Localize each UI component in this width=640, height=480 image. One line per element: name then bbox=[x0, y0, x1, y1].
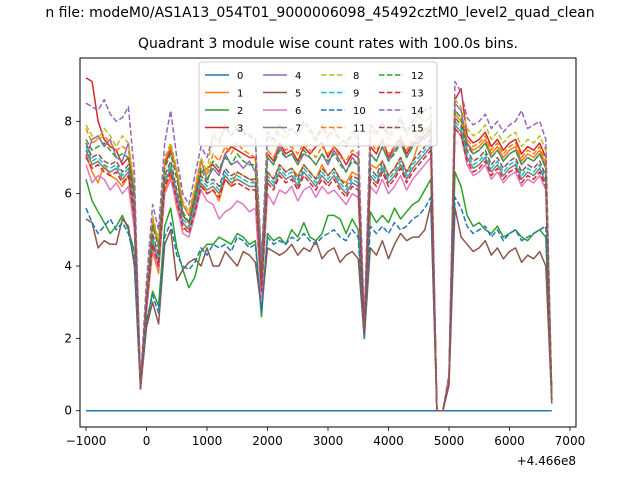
x-tick-label: 1000 bbox=[192, 434, 223, 448]
legend-label-9: 9 bbox=[353, 89, 359, 100]
legend-label-15: 15 bbox=[411, 124, 424, 135]
y-axis: 0 2 4 6 8 bbox=[64, 114, 80, 418]
series-line-12 bbox=[85, 109, 553, 412]
x-axis: −1000 0 1000 2000 3000 4000 5000 6000 7000 bbox=[66, 427, 585, 448]
series-line-9 bbox=[85, 120, 553, 412]
legend-label-14: 14 bbox=[411, 106, 424, 117]
x-tick-label: 3000 bbox=[313, 434, 344, 448]
x-tick-label: −1000 bbox=[66, 434, 107, 448]
legend-label-2: 2 bbox=[237, 106, 243, 117]
legend-label-1: 1 bbox=[237, 89, 243, 100]
legend-label-4: 4 bbox=[295, 71, 301, 82]
legend-label-8: 8 bbox=[353, 71, 359, 82]
legend-box bbox=[198, 61, 438, 147]
legend-label-6: 6 bbox=[295, 106, 301, 117]
series-line-11 bbox=[85, 109, 553, 412]
y-tick-label: 6 bbox=[64, 187, 72, 201]
x-tick-label: 4000 bbox=[373, 434, 404, 448]
x-offset-label: +4.466e8 bbox=[517, 454, 576, 468]
legend-label-0: 0 bbox=[237, 71, 243, 82]
y-tick-label: 8 bbox=[64, 114, 72, 128]
series-line-13 bbox=[85, 127, 553, 412]
legend-label-5: 5 bbox=[295, 89, 301, 100]
figure-suptitle: n file: modeM0/AS1A13_054T01_9000006098_… bbox=[45, 5, 594, 21]
x-tick-label: 2000 bbox=[252, 434, 283, 448]
legend-label-12: 12 bbox=[411, 71, 424, 82]
series-line-15 bbox=[85, 116, 553, 412]
legend-label-7: 7 bbox=[295, 124, 301, 135]
y-tick-label: 2 bbox=[64, 331, 72, 345]
x-tick-label: 7000 bbox=[555, 434, 586, 448]
chart-title: Quadrant 3 module wise count rates with … bbox=[138, 36, 518, 52]
x-tick-label: 6000 bbox=[494, 434, 525, 448]
legend-label-3: 3 bbox=[237, 124, 243, 135]
x-tick-label: 5000 bbox=[434, 434, 465, 448]
x-tick-label: 0 bbox=[143, 434, 151, 448]
y-tick-label: 4 bbox=[64, 259, 72, 273]
series-line-2 bbox=[85, 171, 553, 412]
y-tick-label: 0 bbox=[64, 404, 72, 418]
legend-label-10: 10 bbox=[353, 106, 366, 117]
series-line-10 bbox=[85, 196, 553, 412]
legend-label-11: 11 bbox=[353, 124, 366, 135]
legend-label-13: 13 bbox=[411, 89, 424, 100]
